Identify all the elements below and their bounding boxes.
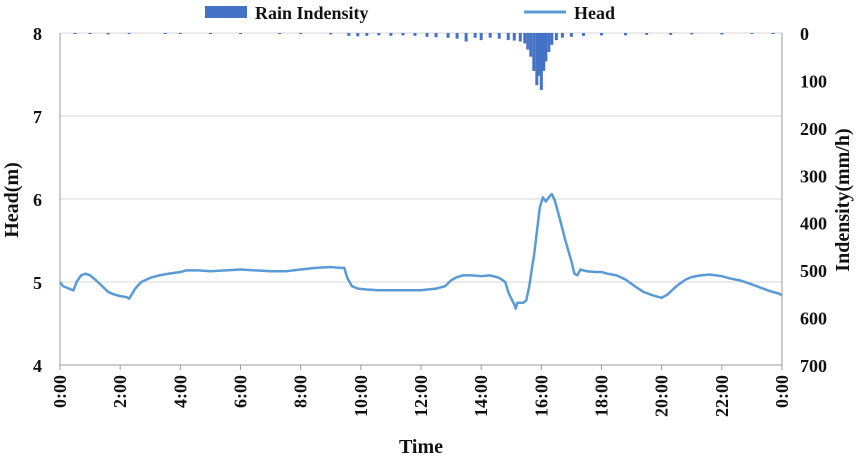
- right-y-tick-label: 0: [800, 24, 809, 44]
- x-tick-label: 10:00: [351, 375, 371, 417]
- rain-bar: [413, 33, 417, 36]
- rain-bar: [497, 33, 501, 39]
- x-tick-label: 6:00: [231, 375, 251, 408]
- left-y-tick-label: 6: [33, 190, 42, 210]
- legend-entry: Head: [524, 3, 615, 23]
- rain-bar: [523, 33, 527, 44]
- rain-bar: [208, 33, 212, 34]
- rain-bar: [464, 33, 468, 42]
- rain-bar: [178, 33, 182, 34]
- rain-bar: [532, 33, 536, 71]
- rain-bar: [547, 33, 551, 52]
- legend: Rain Indensity Head: [205, 3, 615, 23]
- rain-bar: [544, 33, 548, 62]
- right-y-tick-label: 100: [800, 71, 827, 91]
- head-line-layer: [58, 192, 783, 310]
- right-y-tick-label: 500: [800, 261, 827, 281]
- rain-bar: [569, 33, 573, 37]
- right-y-tick-label: 700: [800, 356, 827, 376]
- right-y-tick-label: 300: [800, 166, 827, 186]
- rain-bar: [526, 33, 530, 50]
- rain-bar: [542, 33, 546, 71]
- rain-bar: [554, 33, 558, 41]
- legend-head-label: Head: [574, 3, 615, 23]
- legend-entry: Rain Indensity: [205, 3, 369, 23]
- x-axis-title: Time: [399, 436, 443, 458]
- right-y-tick-label: 400: [800, 214, 827, 234]
- rain-bar: [329, 33, 333, 35]
- legend-rain-swatch: [205, 6, 247, 18]
- rain-bar: [88, 33, 92, 34]
- rain-bar: [479, 33, 483, 41]
- rain-bar: [690, 33, 694, 35]
- rain-bar: [278, 33, 282, 34]
- rain-bar: [512, 33, 516, 41]
- rain-bar: [239, 33, 242, 34]
- rain-bar: [347, 33, 351, 36]
- rain-bar: [106, 33, 110, 35]
- rain-bar: [581, 33, 585, 36]
- rain-bar: [560, 33, 564, 38]
- rain-bar: [624, 33, 628, 36]
- left-y-tick-label: 7: [33, 107, 42, 127]
- rain-bar-layer: [73, 33, 775, 90]
- rain-bar: [356, 33, 360, 37]
- rain-bar: [537, 33, 541, 76]
- rain-bar: [365, 33, 369, 36]
- axes-layer: 4 5 6 7 8 0 100 200 300 400 500 600 700 0:00 2:00 4:00 6…: [33, 24, 827, 417]
- rain-bar: [425, 33, 429, 37]
- x-tick-label: 16:00: [531, 375, 551, 417]
- head-line: [58, 192, 783, 310]
- rain-bar: [377, 33, 381, 36]
- x-tick-label: 18:00: [592, 375, 612, 417]
- right-y-tick-label: 200: [800, 119, 827, 139]
- rain-bar: [127, 33, 131, 34]
- rain-bar: [73, 33, 77, 34]
- rain-bar: [401, 33, 405, 36]
- right-y-tick-label: 600: [800, 309, 827, 329]
- rain-bar: [669, 33, 673, 35]
- x-tick-label: 14:00: [471, 375, 491, 417]
- left-y-tick-label: 4: [33, 356, 42, 376]
- rain-bar: [771, 33, 775, 34]
- legend-rain-label: Rain Indensity: [255, 3, 369, 23]
- rain-bar: [488, 33, 492, 38]
- rain-bar: [506, 33, 510, 41]
- x-tick-label: 8:00: [291, 375, 311, 408]
- rain-bar: [434, 33, 438, 38]
- x-tick-label: 0:00: [50, 375, 70, 408]
- left-y-axis-title: Head(m): [1, 162, 23, 238]
- rain-bar: [446, 33, 450, 38]
- x-tick-label: 2:00: [110, 375, 130, 408]
- grid-layer: [60, 32, 782, 366]
- rain-bar: [455, 33, 459, 39]
- rain-bar: [720, 33, 724, 35]
- rain-bar: [529, 33, 533, 57]
- left-y-tick-label: 5: [33, 273, 42, 293]
- x-tick-label: 20:00: [652, 375, 672, 417]
- rain-bar: [535, 33, 539, 86]
- rain-bar: [389, 33, 393, 36]
- rain-bar: [645, 33, 649, 35]
- x-tick-label: 22:00: [712, 375, 732, 417]
- x-tick-label: 12:00: [411, 375, 431, 417]
- rain-bar: [299, 33, 303, 34]
- rain-bar: [550, 33, 554, 45]
- rain-bar: [473, 33, 477, 38]
- x-tick-label: 4:00: [170, 375, 190, 408]
- right-y-axis-title: Indensity(mm/h): [832, 128, 854, 271]
- rain-bar: [518, 33, 522, 42]
- x-tick-label: 0:00: [772, 375, 792, 408]
- left-y-tick-label: 8: [33, 24, 42, 44]
- rain-bar: [600, 33, 603, 36]
- rain-bar: [539, 33, 543, 90]
- rain-bar: [750, 33, 754, 34]
- rain-bar: [163, 33, 167, 34]
